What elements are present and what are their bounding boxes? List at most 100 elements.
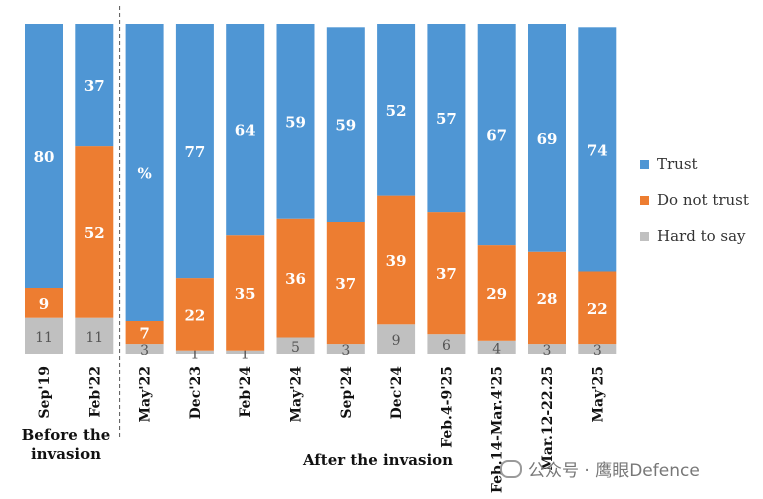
legend: Trust Do not trust Hard to say xyxy=(640,146,749,254)
legend-label-trust: Trust xyxy=(657,155,698,173)
legend-label-hard-to-say: Hard to say xyxy=(657,227,746,245)
after-invasion-label: After the invasion xyxy=(302,451,454,469)
bar-do-not-trust xyxy=(276,218,315,338)
bar-hard-to-say xyxy=(226,350,265,354)
x-tick-label: Sep'24 xyxy=(339,366,355,419)
data-label-do-not-trust: 22 xyxy=(184,306,205,324)
data-label-do-not-trust: 37 xyxy=(436,265,457,283)
data-label-trust: 57 xyxy=(436,110,457,128)
data-label-trust: 59 xyxy=(335,117,356,135)
data-label-hard-to-say: 11 xyxy=(85,330,103,346)
bar-hard-to-say xyxy=(326,344,365,354)
bar-trust xyxy=(25,24,63,288)
data-label-trust: 74 xyxy=(587,141,608,159)
data-label-hard-to-say: 4 xyxy=(492,341,501,357)
data-label-do-not-trust: 39 xyxy=(386,252,407,270)
data-label-do-not-trust: 22 xyxy=(587,300,608,318)
bar-do-not-trust xyxy=(75,146,114,318)
bar-trust xyxy=(276,24,315,219)
bar-hard-to-say xyxy=(528,344,566,354)
data-label-hard-to-say: 11 xyxy=(35,330,53,346)
bar-hard-to-say xyxy=(276,337,315,354)
legend-label-do-not-trust: Do not trust xyxy=(657,191,749,209)
data-label-do-not-trust: 29 xyxy=(486,285,507,303)
data-label-hard-to-say: 3 xyxy=(543,343,552,359)
legend-item-do-not-trust: Do not trust xyxy=(640,182,749,218)
bar-hard-to-say xyxy=(25,317,63,354)
data-label-trust: 69 xyxy=(537,130,558,148)
x-tick-label: Mar.12-22.25 xyxy=(540,366,556,471)
x-tick-label: May'25 xyxy=(590,366,606,422)
data-label-do-not-trust: 9 xyxy=(39,295,49,313)
bar-hard-to-say xyxy=(125,344,164,354)
bar-do-not-trust xyxy=(25,288,63,318)
bar-do-not-trust xyxy=(125,321,164,345)
x-tick-label: Dec'23 xyxy=(188,366,204,419)
bar-hard-to-say xyxy=(477,340,516,354)
data-label-trust: 77 xyxy=(184,143,205,161)
data-label-hard-to-say: 3 xyxy=(341,343,350,359)
bar-hard-to-say xyxy=(427,334,466,354)
bar-trust xyxy=(175,24,214,279)
legend-item-hard-to-say: Hard to say xyxy=(640,218,749,254)
x-tick-label: Feb.4-9'25 xyxy=(439,366,455,448)
x-tick-label: May'24 xyxy=(289,366,305,423)
data-label-hard-to-say: 1 xyxy=(190,346,199,362)
data-label-hard-to-say: 3 xyxy=(140,343,149,359)
data-label-trust: 67 xyxy=(486,127,507,145)
data-label-trust: % xyxy=(137,165,151,183)
x-tick-label: Feb'24 xyxy=(238,366,254,418)
data-label-do-not-trust: 37 xyxy=(335,275,356,293)
bar-do-not-trust xyxy=(578,271,617,345)
x-tick-label: Dec'24 xyxy=(389,366,405,420)
bar-trust xyxy=(427,24,466,213)
data-label-trust: 52 xyxy=(386,102,407,120)
x-tick-label: May'22 xyxy=(138,366,154,422)
data-label-do-not-trust: 28 xyxy=(537,290,558,308)
x-tick-label: Sep'19 xyxy=(37,366,53,419)
bar-trust xyxy=(528,24,566,252)
bar-do-not-trust xyxy=(226,235,265,351)
data-label-do-not-trust: 36 xyxy=(285,270,306,288)
data-label-trust: 37 xyxy=(84,77,105,95)
bar-hard-to-say xyxy=(175,350,214,354)
data-label-trust: 59 xyxy=(285,113,306,131)
bar-trust xyxy=(326,27,365,222)
legend-item-trust: Trust xyxy=(640,146,749,182)
bar-trust xyxy=(75,24,114,147)
bar-do-not-trust xyxy=(528,251,566,345)
bar-hard-to-say xyxy=(377,324,416,354)
legend-swatch-do-not-trust xyxy=(640,195,649,205)
bar-do-not-trust xyxy=(175,278,214,351)
data-label-hard-to-say: 6 xyxy=(442,338,451,354)
data-label-hard-to-say: 9 xyxy=(392,333,401,349)
bar-do-not-trust xyxy=(326,222,365,345)
data-label-hard-to-say: 1 xyxy=(241,346,250,362)
bar-trust xyxy=(377,24,416,196)
before-invasion-label: Before the invasion xyxy=(21,426,111,463)
watermark: 公众号 · 鹰眼Defence xyxy=(500,456,700,481)
bar-trust xyxy=(226,24,265,236)
data-label-hard-to-say: 3 xyxy=(593,343,602,359)
data-label-trust: 80 xyxy=(34,148,55,166)
legend-swatch-trust xyxy=(640,159,649,169)
bar-hard-to-say xyxy=(578,344,617,354)
data-label-do-not-trust: 7 xyxy=(139,325,149,343)
watermark-text: 公众号 · 鹰眼Defence xyxy=(528,461,700,481)
legend-swatch-hard-to-say xyxy=(640,231,649,241)
bar-trust xyxy=(125,24,164,321)
data-label-do-not-trust: 52 xyxy=(84,224,105,242)
bar-do-not-trust xyxy=(427,212,466,335)
wechat-icon xyxy=(500,459,522,478)
data-label-trust: 64 xyxy=(235,122,256,140)
bar-trust xyxy=(578,27,617,272)
data-label-hard-to-say: 5 xyxy=(291,340,300,356)
bar-do-not-trust xyxy=(477,245,516,341)
data-label-do-not-trust: 35 xyxy=(235,285,256,303)
bar-trust xyxy=(477,24,516,246)
bar-do-not-trust xyxy=(377,195,416,325)
bar-hard-to-say xyxy=(75,317,114,354)
x-tick-label: Feb'22 xyxy=(87,366,103,418)
